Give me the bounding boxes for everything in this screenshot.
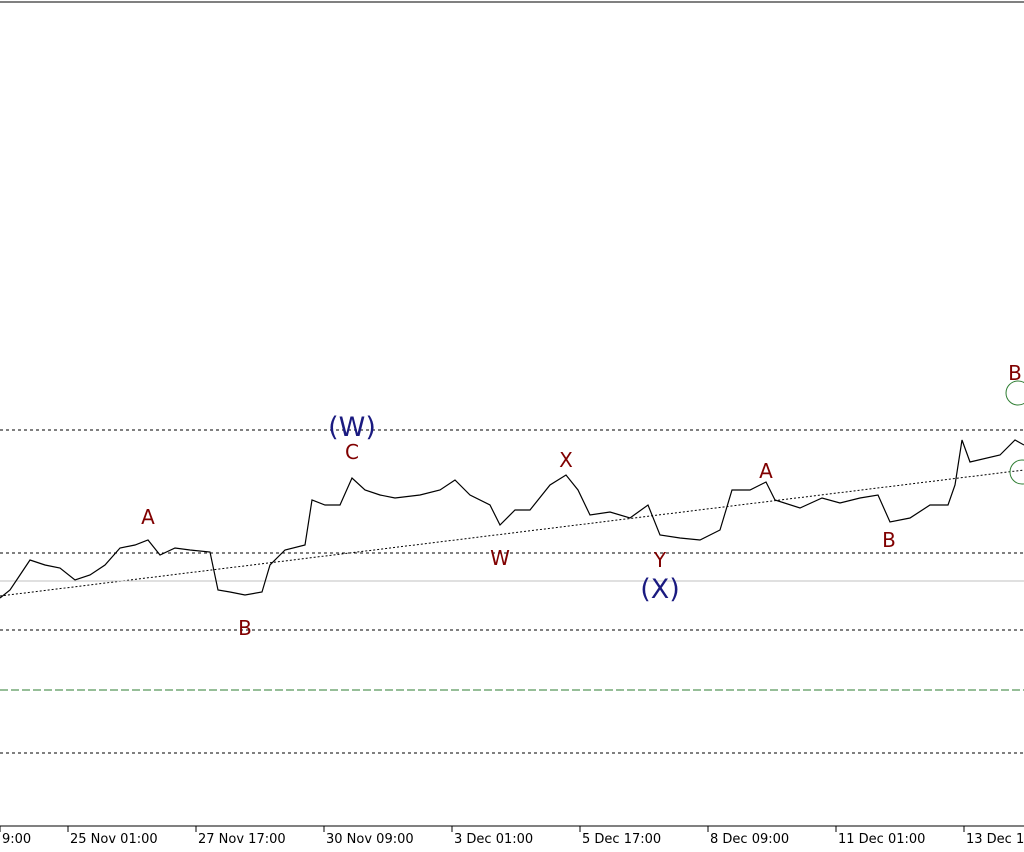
wave-circle <box>1005 380 1024 406</box>
wave-label: Y <box>653 548 667 572</box>
wave-label: B <box>1008 361 1022 385</box>
levels <box>0 429 1024 754</box>
x-tick-label: 30 Nov 09:00 <box>326 832 414 847</box>
x-tick-label: 25 Nov 01:00 <box>70 832 158 847</box>
x-tick-label: 3 Dec 01:00 <box>454 832 533 847</box>
x-tick-label: 8 Dec 09:00 <box>710 832 789 847</box>
wave-label: W <box>490 546 510 570</box>
trend-line <box>0 469 1024 597</box>
x-tick-label: 9:00 <box>2 832 31 847</box>
wave-label: B <box>882 528 896 552</box>
x-tick-label: 27 Nov 17:00 <box>198 832 286 847</box>
wave-label: X <box>559 448 573 472</box>
wave-label: A <box>759 459 773 483</box>
wave-label: B <box>238 616 252 640</box>
x-tick-label: 5 Dec 17:00 <box>582 832 661 847</box>
wave-label: (W) <box>328 412 376 443</box>
price-line <box>0 439 1024 599</box>
x-tick-label: 13 Dec 17 <box>966 832 1024 847</box>
wave-circles <box>1005 380 1024 485</box>
wave-label: (X) <box>640 574 680 605</box>
x-tick-label: 11 Dec 01:00 <box>838 832 925 847</box>
wave-label: A <box>141 505 155 529</box>
wave-circle <box>1009 459 1024 485</box>
wave-label: C <box>345 440 359 464</box>
